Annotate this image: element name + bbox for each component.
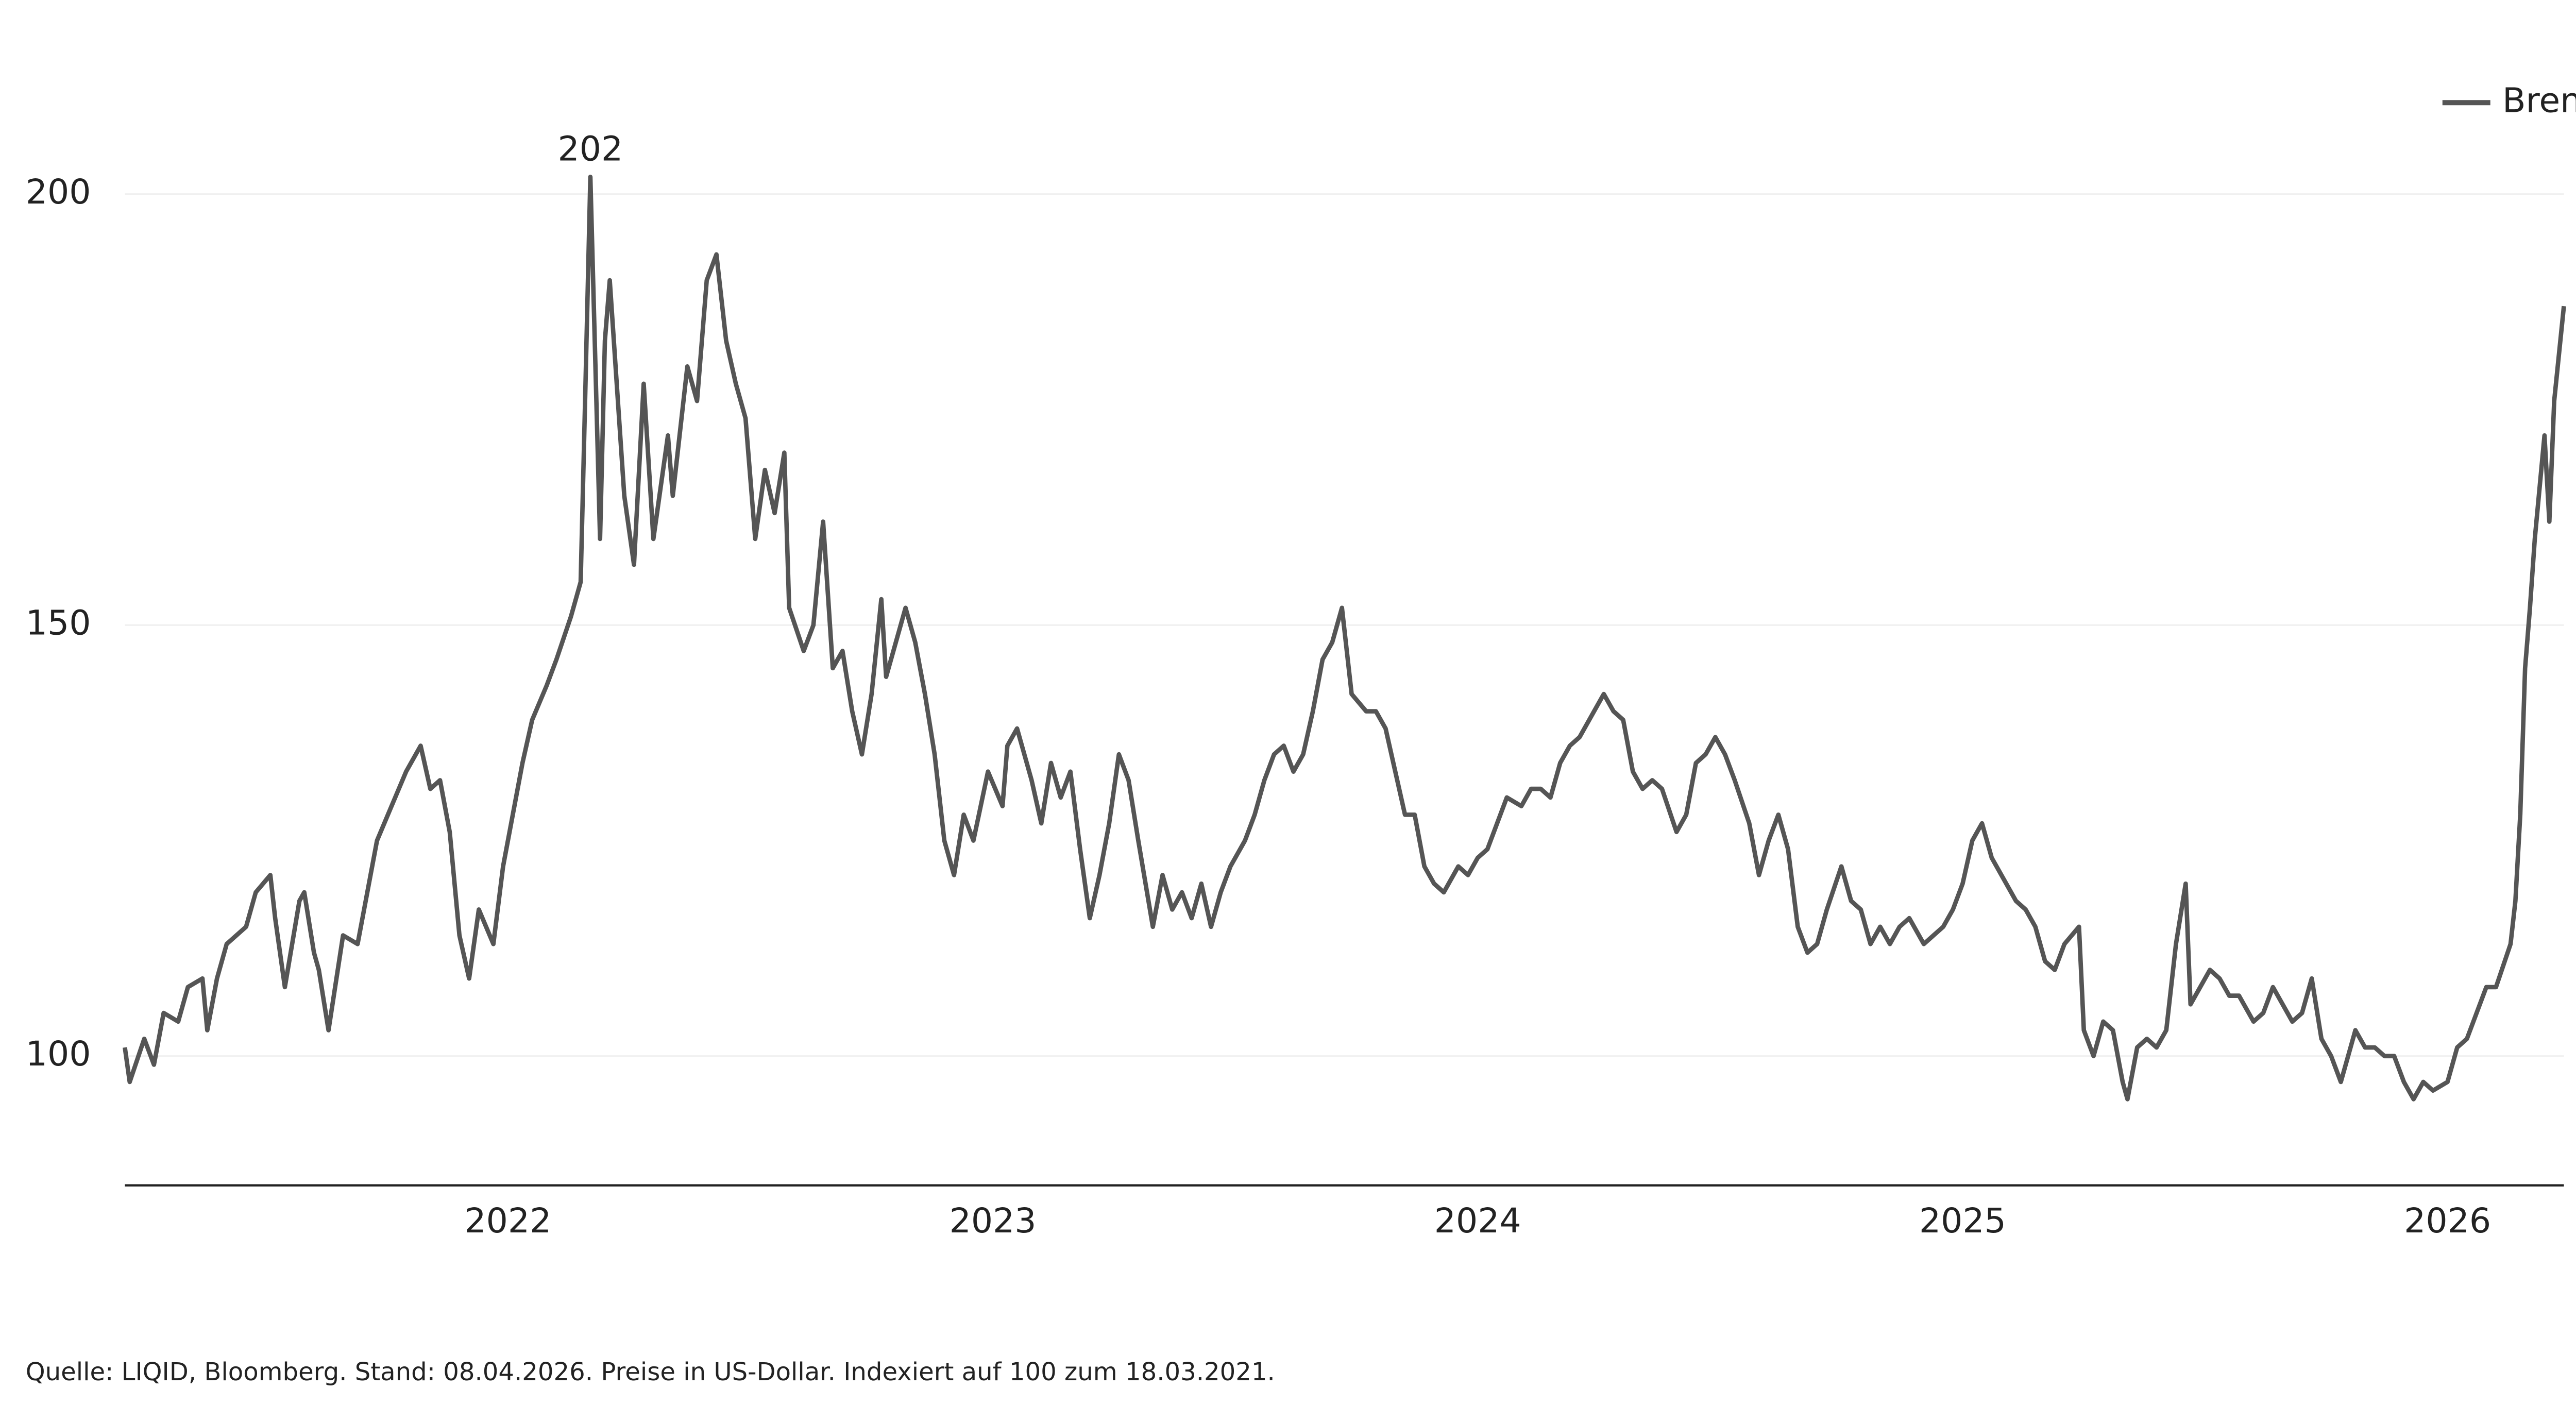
y-tick-label: 150 [26,602,91,642]
x-tick-label: 2022 [464,1200,551,1241]
y-tick-label: 100 [26,1034,91,1074]
y-tick-label: 200 [26,172,91,212]
x-tick-label: 2026 [2404,1200,2491,1241]
data-line [123,174,2566,1102]
legend-label: Brent Öl [2502,80,2576,120]
x-tick-label: 2023 [950,1200,1037,1241]
x-tick-label: 2024 [1434,1200,1521,1241]
source-note: Quelle: LIQID, Bloomberg. Stand: 08.04.2… [26,1358,1275,1386]
x-tick-label: 2025 [1919,1200,2006,1241]
annotation: 202 [558,129,623,169]
